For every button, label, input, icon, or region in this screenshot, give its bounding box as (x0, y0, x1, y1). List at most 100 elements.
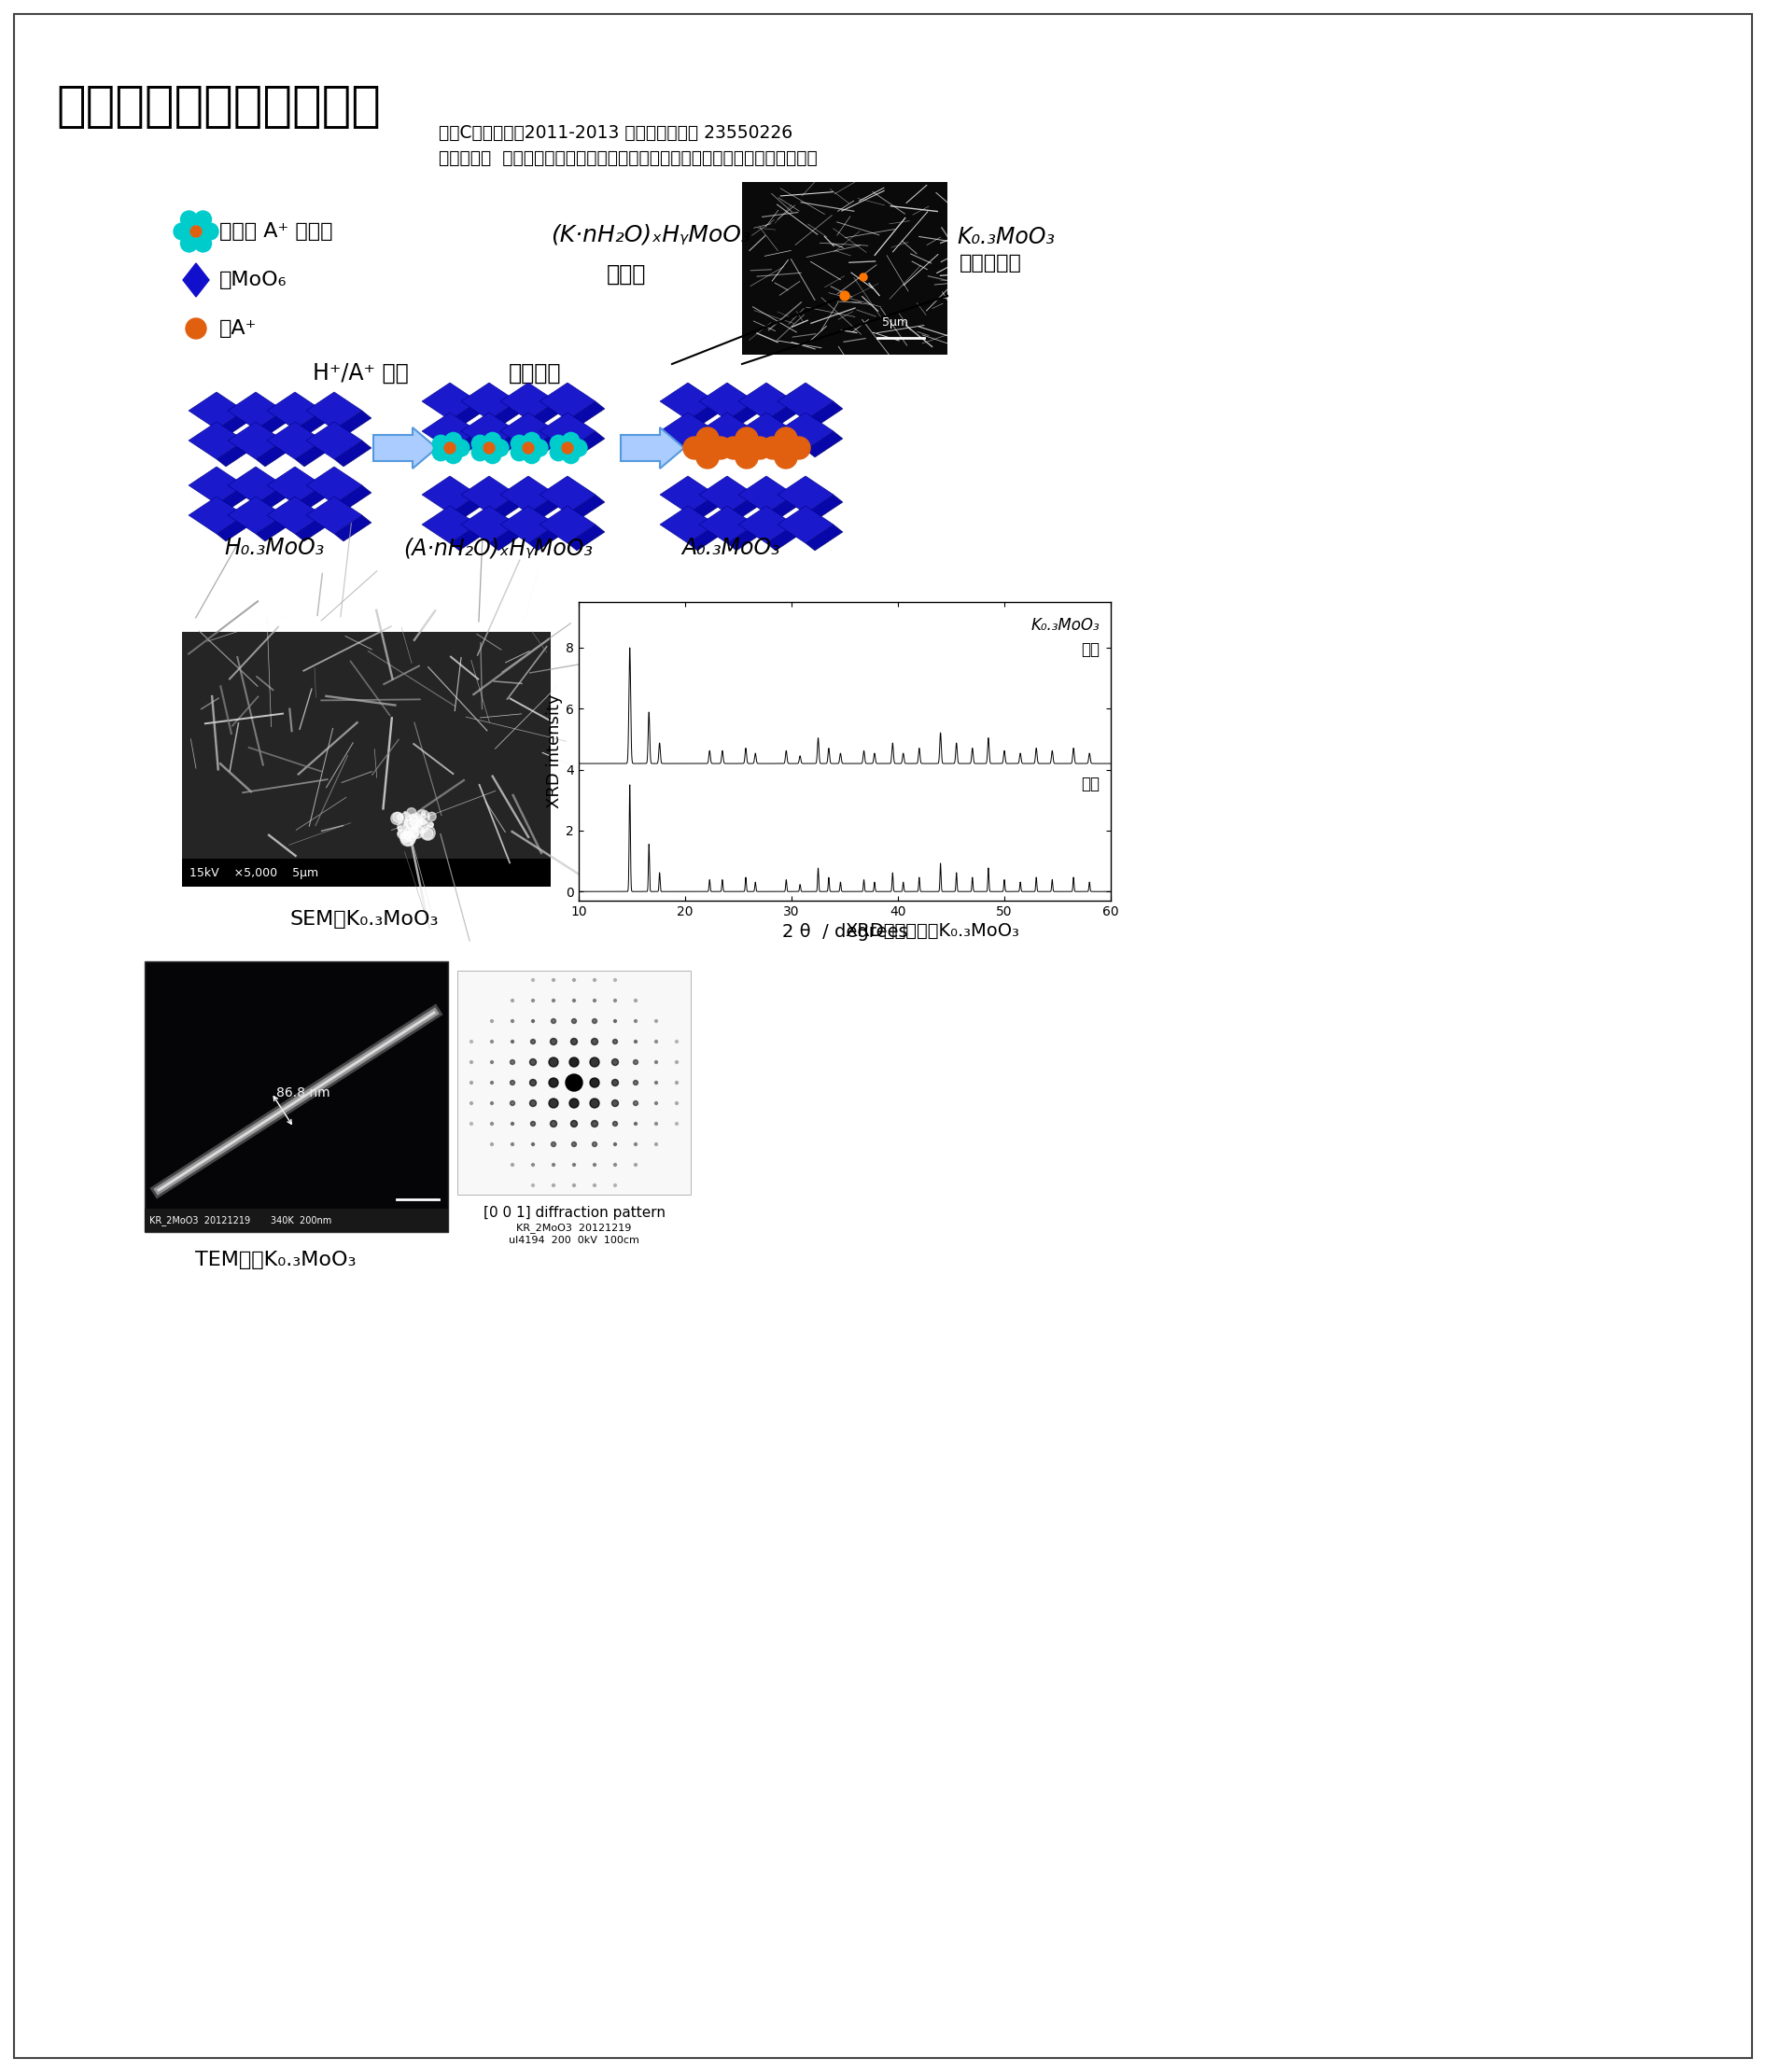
Polygon shape (567, 431, 604, 458)
Circle shape (510, 1144, 514, 1146)
Polygon shape (217, 516, 254, 541)
Polygon shape (528, 402, 565, 427)
Circle shape (530, 1040, 535, 1044)
Polygon shape (217, 410, 254, 437)
Circle shape (553, 1162, 555, 1167)
Circle shape (615, 1162, 616, 1167)
Circle shape (615, 1144, 616, 1146)
Circle shape (194, 211, 212, 228)
Polygon shape (689, 495, 726, 520)
Polygon shape (699, 383, 756, 421)
Polygon shape (189, 466, 244, 503)
Circle shape (572, 1142, 576, 1146)
Circle shape (675, 1061, 678, 1063)
Polygon shape (228, 392, 284, 429)
Text: 実測: 実測 (1081, 642, 1100, 659)
Circle shape (410, 827, 419, 837)
Text: K₀.₃MoO₃: K₀.₃MoO₃ (1031, 617, 1100, 634)
FancyBboxPatch shape (457, 970, 691, 1196)
Circle shape (415, 810, 429, 825)
Polygon shape (805, 431, 842, 458)
Polygon shape (689, 402, 726, 427)
FancyBboxPatch shape (145, 1208, 449, 1233)
Circle shape (572, 1162, 576, 1167)
Polygon shape (422, 506, 479, 543)
Circle shape (675, 1123, 678, 1125)
Polygon shape (777, 477, 834, 514)
Text: 86.8 nm: 86.8 nm (275, 1086, 330, 1100)
Circle shape (696, 445, 719, 468)
Polygon shape (689, 431, 726, 458)
Circle shape (510, 1080, 514, 1086)
Polygon shape (489, 495, 526, 520)
Polygon shape (334, 410, 371, 437)
Polygon shape (539, 477, 595, 514)
Text: H₀.₃MoO₃: H₀.₃MoO₃ (224, 537, 325, 559)
Circle shape (572, 1183, 576, 1187)
Circle shape (472, 435, 489, 452)
Circle shape (191, 226, 201, 236)
Circle shape (593, 1183, 595, 1187)
Circle shape (569, 1098, 579, 1109)
Polygon shape (267, 423, 323, 460)
Polygon shape (461, 383, 517, 421)
Circle shape (410, 816, 422, 829)
Polygon shape (689, 524, 726, 551)
Circle shape (422, 812, 426, 814)
Circle shape (611, 1100, 618, 1106)
Circle shape (572, 999, 576, 1003)
Circle shape (532, 1144, 535, 1146)
Circle shape (472, 443, 489, 460)
Polygon shape (295, 485, 332, 512)
Polygon shape (461, 506, 517, 543)
Circle shape (491, 1123, 493, 1125)
Circle shape (484, 443, 494, 454)
Circle shape (675, 1102, 678, 1104)
Circle shape (553, 1183, 555, 1187)
Circle shape (491, 1019, 493, 1021)
Polygon shape (567, 524, 604, 551)
Circle shape (634, 1080, 638, 1086)
Text: KR_2MoO3  20121219       340K  200nm: KR_2MoO3 20121219 340K 200nm (150, 1216, 332, 1227)
Polygon shape (489, 402, 526, 427)
Circle shape (572, 978, 576, 982)
Polygon shape (777, 383, 834, 421)
Polygon shape (461, 477, 517, 514)
Circle shape (470, 1040, 473, 1042)
Polygon shape (450, 402, 487, 427)
Circle shape (530, 1059, 537, 1065)
Circle shape (397, 823, 408, 831)
Circle shape (180, 236, 198, 253)
Circle shape (570, 439, 586, 456)
Circle shape (553, 978, 555, 982)
Circle shape (611, 1080, 618, 1086)
Circle shape (510, 999, 514, 1003)
Circle shape (634, 1144, 638, 1146)
Circle shape (549, 1098, 558, 1109)
Circle shape (532, 999, 535, 1003)
Polygon shape (567, 495, 604, 520)
Text: 研究課題：  水熱条件下の固相反応を用いた，機能性ナノリボンの調製法の研究: 研究課題： 水熱条件下の固相反応を用いた，機能性ナノリボンの調製法の研究 (438, 149, 818, 168)
Polygon shape (728, 524, 765, 551)
Polygon shape (306, 466, 362, 503)
Polygon shape (267, 392, 323, 429)
Polygon shape (256, 485, 293, 512)
Circle shape (563, 433, 579, 450)
Polygon shape (461, 412, 517, 450)
Circle shape (420, 818, 426, 825)
Circle shape (420, 825, 434, 841)
Circle shape (634, 1162, 638, 1167)
Circle shape (510, 1040, 514, 1042)
Circle shape (563, 448, 579, 464)
Polygon shape (267, 497, 323, 535)
Circle shape (397, 814, 403, 821)
Polygon shape (500, 412, 556, 450)
Circle shape (549, 1057, 558, 1067)
Circle shape (530, 1121, 535, 1125)
Circle shape (510, 443, 528, 460)
Polygon shape (539, 383, 595, 421)
Circle shape (749, 437, 772, 460)
Polygon shape (295, 441, 332, 466)
Polygon shape (766, 524, 804, 551)
Text: SEM：K₀.₃MoO₃: SEM：K₀.₃MoO₃ (290, 910, 438, 928)
